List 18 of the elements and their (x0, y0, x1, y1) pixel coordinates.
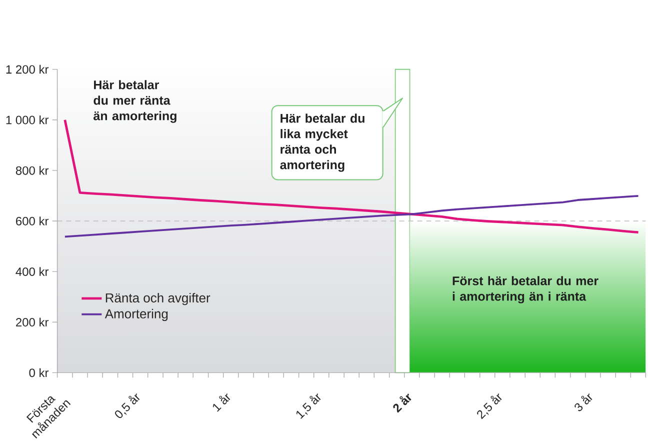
y-tick-label: 0 kr (29, 368, 49, 378)
x-tick-label: 2,5 år (477, 393, 502, 420)
x-tick-label: 3 år (574, 393, 592, 412)
band-label: Här betalar du mer ränta än amortering (94, 80, 176, 123)
y-tick-label: 600 kr (16, 216, 49, 226)
band-label: Här betalar du lika mycket ränta och amortering (280, 114, 364, 172)
legend-label: Ränta och avgifter (106, 292, 210, 306)
band-label: Först här betalar du mer i amortering än i ränta (452, 276, 598, 304)
x-tick-label: 2 år (393, 394, 412, 413)
y-tick-label: 800 kr (16, 166, 49, 175)
y-tick-label: 400 kr (16, 267, 49, 276)
x-tick-label: 1,5 år (296, 393, 321, 419)
y-tick-label: 1 200 kr (6, 64, 49, 74)
x-tick-label: 0,5 år (115, 393, 140, 418)
x-tick-label: 1 år (212, 393, 230, 412)
y-tick-label: 1 000 kr (6, 115, 49, 124)
y-tick-label: 200 kr (16, 318, 49, 327)
legend-label: Amortering (104, 308, 168, 322)
